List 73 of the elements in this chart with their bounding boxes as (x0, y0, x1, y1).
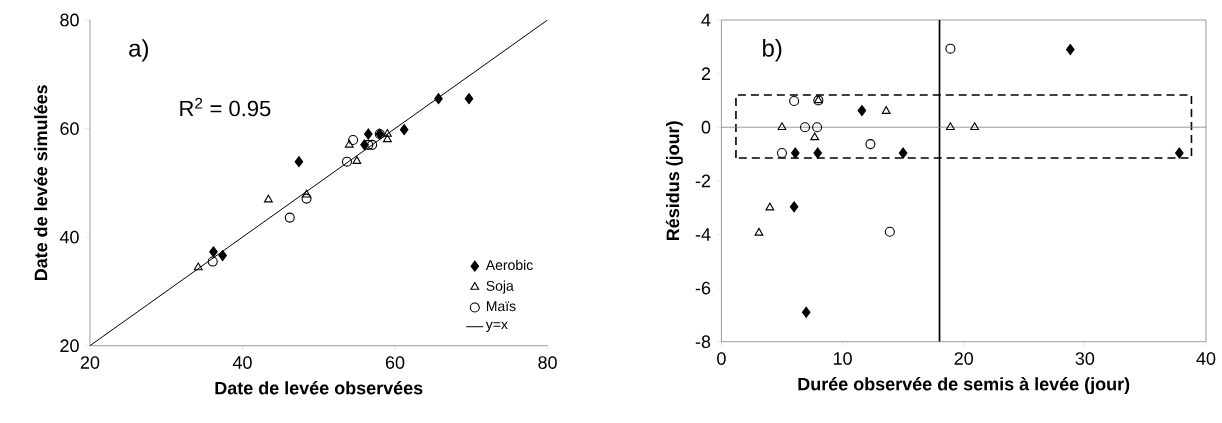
point (945, 122, 955, 131)
y-tick-label: 80 (60, 13, 79, 27)
point (898, 147, 908, 159)
point (813, 147, 823, 159)
point (789, 201, 799, 213)
point (789, 96, 800, 107)
legend-label: Aerobic (485, 259, 533, 271)
point (970, 122, 980, 131)
y-tick-label: 60 (60, 122, 79, 136)
x-axis-title: Date de levée observées (215, 381, 423, 395)
point (344, 139, 354, 148)
point (364, 128, 373, 140)
point (263, 194, 273, 203)
point (812, 122, 823, 133)
y-axis-title: Date de levée simulées (33, 85, 48, 281)
y-tick-label: 2 (701, 67, 711, 81)
point (881, 106, 891, 115)
point (367, 139, 378, 151)
x-tick-label: 40 (232, 356, 252, 370)
point (193, 262, 203, 271)
point (352, 156, 362, 165)
point (382, 129, 392, 137)
point (1175, 147, 1184, 159)
x-tick-label: 0 (717, 352, 726, 366)
annotation: b) (763, 39, 782, 62)
x-tick-label: 30 (1075, 352, 1095, 366)
x-tick-label: 20 (954, 352, 974, 366)
point (207, 256, 218, 267)
y-tick-label: -8 (695, 335, 711, 349)
y-tick-label: 40 (59, 230, 79, 244)
point (284, 212, 295, 223)
y-tick-label: 20 (60, 339, 79, 353)
point (348, 135, 359, 146)
x-tick-label: 80 (538, 356, 557, 370)
point (791, 147, 800, 159)
point (857, 105, 867, 117)
y-tick-label: 4 (701, 13, 711, 27)
point (302, 189, 311, 198)
point (464, 93, 474, 105)
point (341, 156, 353, 167)
point (945, 43, 956, 54)
point (399, 124, 409, 136)
point (884, 226, 895, 238)
y-tick-label: 0 (701, 121, 711, 134)
point (799, 122, 811, 133)
point (777, 122, 787, 131)
x-tick-label: 60 (385, 356, 405, 370)
point (1066, 44, 1075, 56)
point (776, 148, 788, 159)
legend-label: Soja (486, 280, 514, 294)
point (294, 156, 304, 168)
x-tick-label: 10 (833, 352, 852, 366)
point (382, 134, 392, 143)
legend-label: Maïs (486, 301, 516, 312)
x-axis-title: Durée observée de semis à levée (jour) (798, 377, 1130, 395)
point (218, 250, 227, 262)
x-tick-label: 40 (1196, 352, 1216, 366)
annotation: R$^{2}$ = 0.95 (180, 98, 271, 117)
y-axis-title: Résidus (jour) (665, 121, 683, 241)
point (810, 132, 820, 141)
point (434, 93, 443, 105)
point (301, 193, 312, 204)
annotation: a) (129, 39, 148, 62)
point (765, 202, 775, 211)
y-tick-label: -2 (695, 174, 711, 188)
point (801, 306, 811, 318)
legend-label: y=x (485, 321, 508, 333)
point (754, 227, 764, 236)
y-tick-label: -4 (695, 228, 711, 241)
point (865, 139, 876, 150)
x-tick-label: 20 (80, 356, 100, 370)
point (209, 246, 218, 258)
y-tick-label: -6 (695, 281, 711, 295)
